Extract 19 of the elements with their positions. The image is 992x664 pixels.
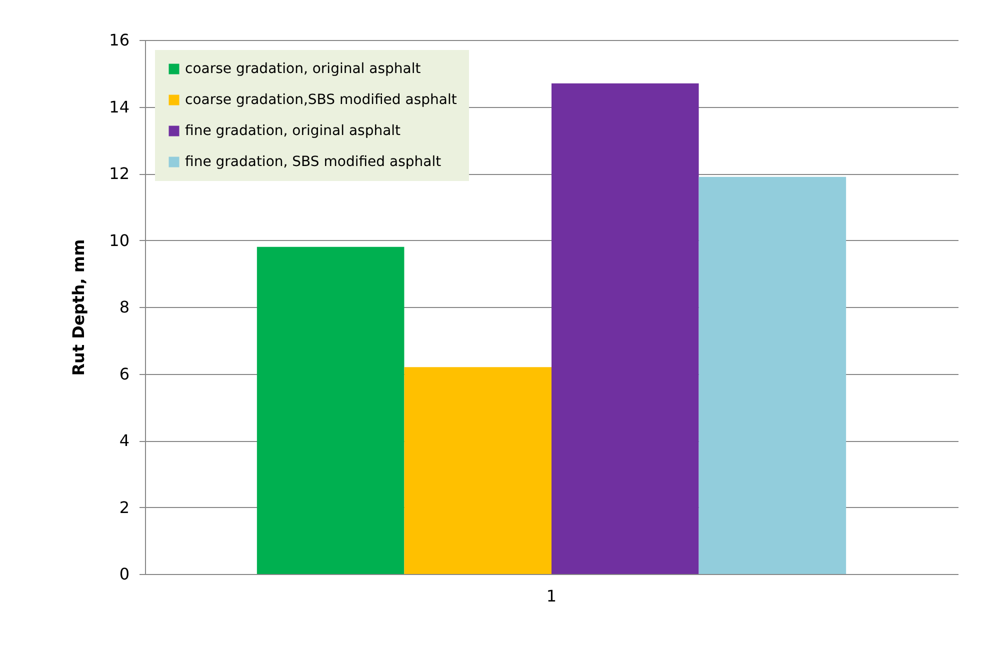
x-tick-label: 1 [546, 586, 557, 606]
y-tick-label: 8 [119, 298, 130, 316]
y-tick-label: 10 [109, 230, 130, 250]
y-tick-label: 6 [119, 364, 130, 384]
bar [256, 246, 404, 574]
legend-label: fine gradation, original asphalt [185, 123, 402, 139]
bar [698, 176, 846, 574]
y-tick-label: 2 [119, 498, 130, 517]
bar [404, 367, 552, 574]
y-tick-label: 12 [109, 164, 130, 183]
legend-label: coarse gradation, original asphalt [185, 61, 422, 77]
y-tick-label: 16 [109, 30, 130, 50]
legend-label: coarse gradation,SBS modified asphalt [185, 92, 458, 108]
y-tick-label: 14 [109, 97, 130, 116]
y-axis-title: Rut Depth, mm [69, 239, 88, 376]
legend-label: fine gradation, SBS modified asphalt [185, 154, 442, 170]
y-tick-label: 0 [119, 564, 130, 584]
bar [552, 83, 699, 574]
y-tick-label: 4 [119, 431, 130, 450]
